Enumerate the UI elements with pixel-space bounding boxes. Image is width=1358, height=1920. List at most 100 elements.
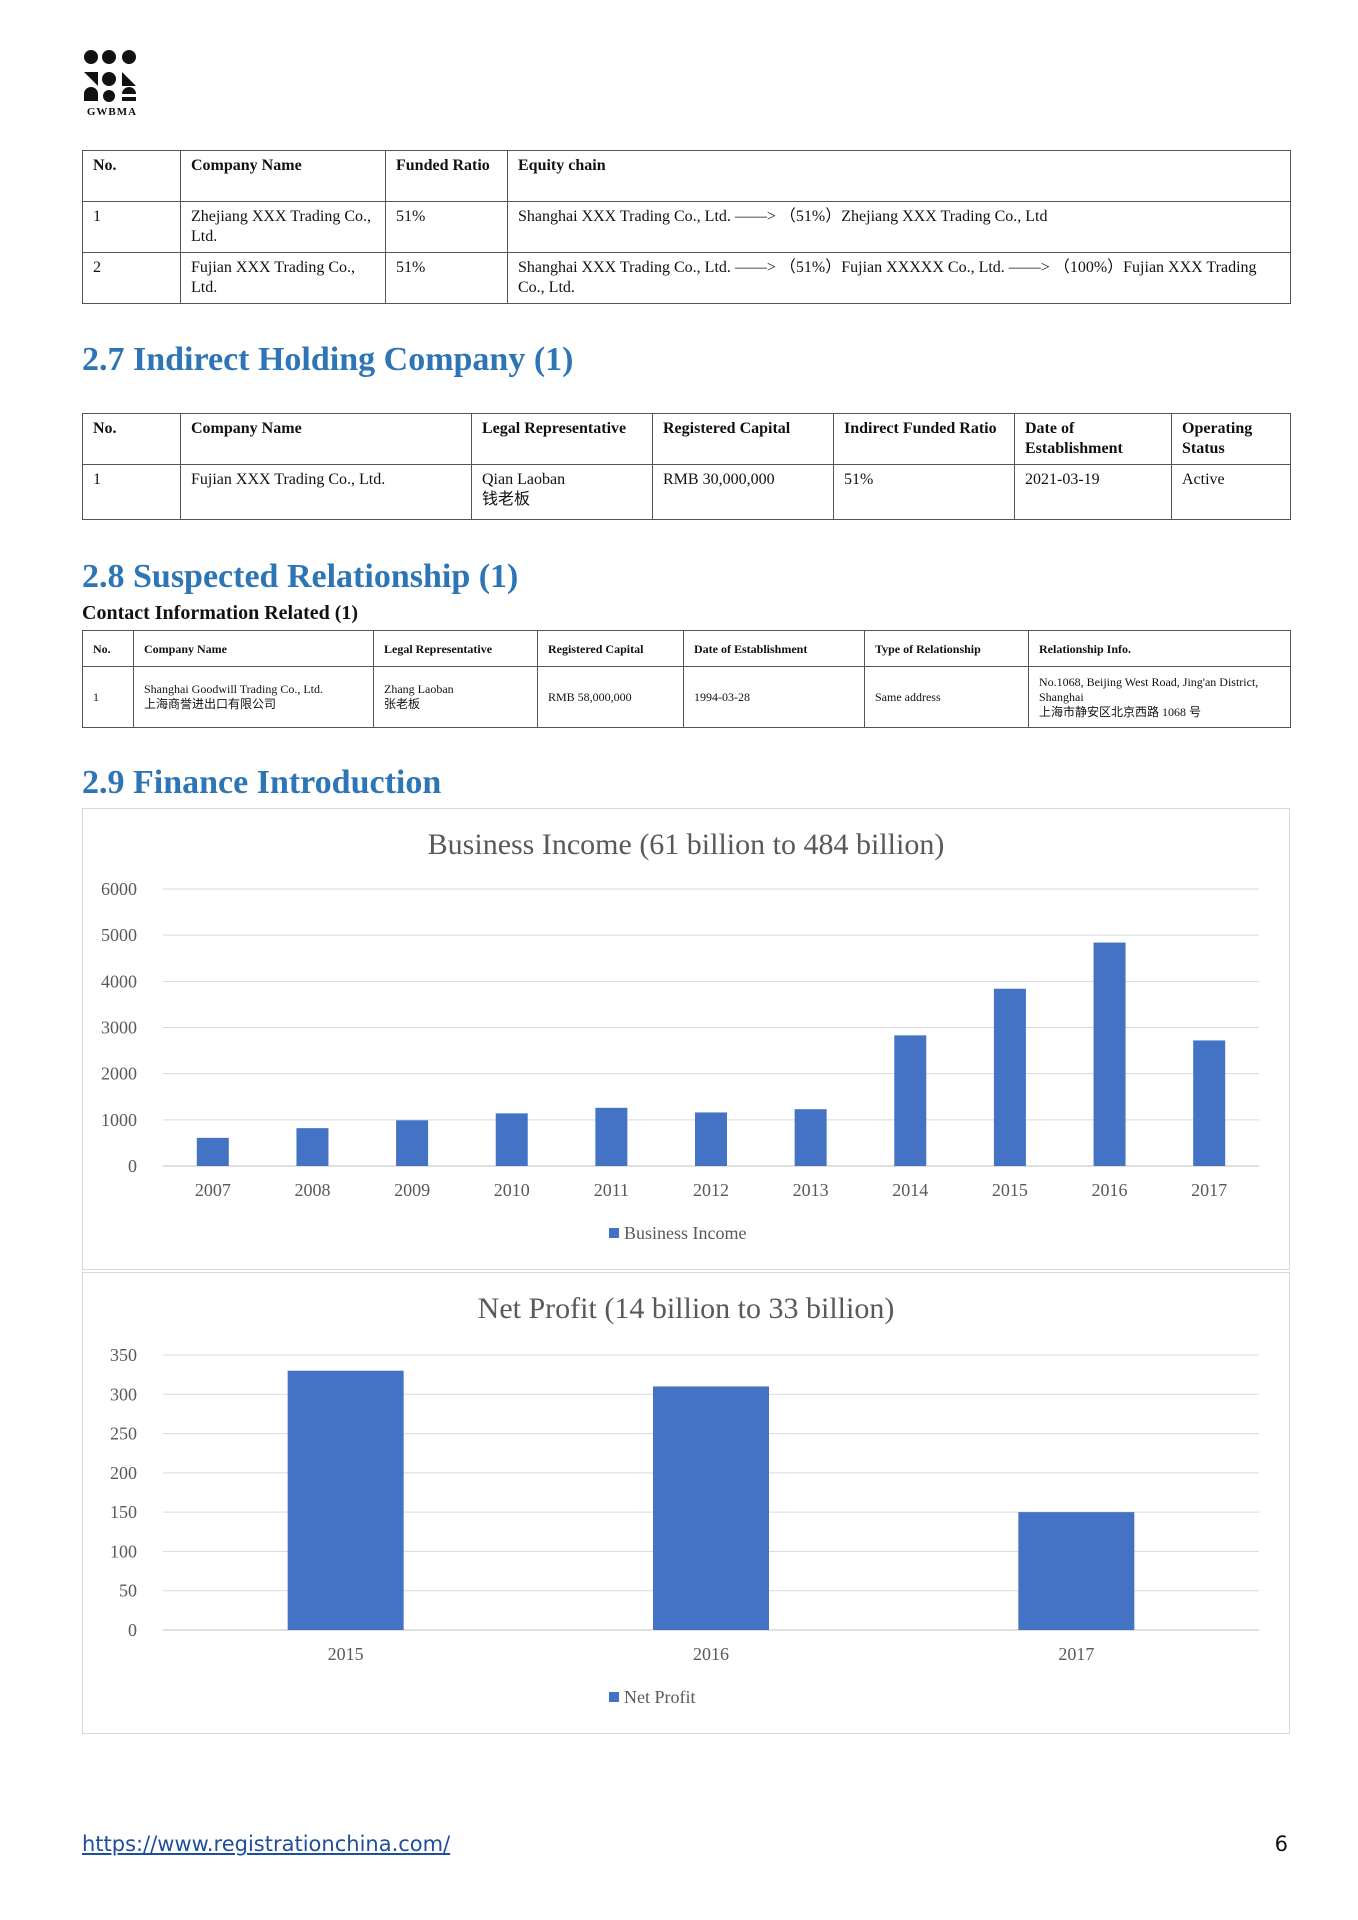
bar (1093, 942, 1126, 1166)
header-funded-ratio: Funded Ratio (385, 150, 508, 202)
logo-mark-icon (84, 50, 136, 102)
business-income-chart: Business Income (61 billion to 484 billi… (82, 808, 1290, 1270)
x-tick-label: 2009 (394, 1180, 430, 1200)
section-title-indirect-holding: 2.7 Indirect Holding Company (1) (82, 341, 574, 378)
chart-title: Business Income (61 billion to 484 billi… (428, 828, 945, 861)
legal-rep-cn: 钱老板 (482, 491, 531, 508)
header-operating-status: Operating Status (1171, 413, 1291, 465)
y-tick-label: 1000 (101, 1110, 137, 1130)
header-date-of-establishment: Date of Establishment (1014, 413, 1172, 465)
cell-date-of-establishment: 2021-03-19 (1014, 464, 1172, 520)
x-tick-label: 2016 (1092, 1180, 1128, 1200)
header-legal-representative: Legal Representative (373, 630, 538, 667)
cell-company-name: Shanghai Goodwill Trading Co., Ltd. 上海商誉… (133, 666, 374, 728)
legal-rep-en: Qian Laoban (482, 471, 566, 488)
header-company-name: Company Name (133, 630, 374, 667)
logo-text: GWBMA (86, 106, 138, 118)
x-tick-label: 2011 (594, 1180, 629, 1200)
header-no: No. (82, 413, 181, 465)
y-tick-label: 200 (110, 1463, 137, 1483)
bar (993, 988, 1026, 1166)
y-tick-label: 3000 (101, 1018, 137, 1038)
relationship-info-cn: 上海市静安区北京西路 1068 号 (1039, 704, 1202, 719)
y-tick-label: 150 (110, 1502, 137, 1522)
table-row: 2 Fujian XXX Trading Co., Ltd. 51% Shang… (82, 252, 1291, 304)
cell-company-name: Fujian XXX Trading Co., Ltd. (180, 252, 386, 304)
cell-equity-chain: Shanghai XXX Trading Co., Ltd. ——> （51%）… (507, 201, 1291, 253)
x-tick-label: 2014 (892, 1180, 928, 1200)
x-tick-label: 2013 (793, 1180, 829, 1200)
section-title-finance-introduction: 2.9 Finance Introduction (82, 764, 442, 801)
section-title-suspected-relationship: 2.8 Suspected Relationship (1) (82, 558, 519, 595)
bar (1193, 1040, 1226, 1166)
y-tick-label: 250 (110, 1424, 137, 1444)
bar (396, 1120, 429, 1166)
header-no: No. (82, 630, 134, 667)
company-name-cn: 上海商誉进出口有限公司 (144, 697, 277, 711)
header-indirect-funded-ratio: Indirect Funded Ratio (833, 413, 1015, 465)
y-tick-label: 6000 (101, 879, 137, 899)
legend-swatch (609, 1228, 619, 1238)
x-tick-label: 2007 (195, 1180, 231, 1200)
y-tick-label: 5000 (101, 925, 137, 945)
cell-legal-representative: Zhang Laoban 张老板 (373, 666, 538, 728)
y-tick-label: 0 (128, 1620, 137, 1640)
x-tick-label: 2012 (693, 1180, 729, 1200)
cell-operating-status: Active (1171, 464, 1291, 520)
bar (287, 1370, 404, 1630)
header-legal-representative: Legal Representative (471, 413, 653, 465)
x-tick-label: 2010 (494, 1180, 530, 1200)
cell-company-name: Zhejiang XXX Trading Co., Ltd. (180, 201, 386, 253)
bar (894, 1035, 927, 1166)
x-tick-label: 2017 (1191, 1180, 1227, 1200)
x-tick-label: 2008 (294, 1180, 330, 1200)
header-no: No. (82, 150, 181, 202)
y-tick-label: 2000 (101, 1064, 137, 1084)
business-income-chart-svg: Business Income (61 billion to 484 billi… (101, 828, 1259, 1243)
header-type-of-relationship: Type of Relationship (864, 630, 1029, 667)
cell-equity-chain: Shanghai XXX Trading Co., Ltd. ——> （51%）… (507, 252, 1291, 304)
company-name-en: Shanghai Goodwill Trading Co., Ltd. (144, 682, 324, 696)
indirect-holding-table: No. Company Name Legal Representative Re… (82, 413, 1291, 520)
y-tick-label: 50 (119, 1581, 137, 1601)
bar (495, 1113, 528, 1166)
legend-label: Net Profit (624, 1687, 696, 1707)
x-tick-label: 2017 (1058, 1644, 1094, 1664)
footer-website-link[interactable]: https://www.registrationchina.com/ (82, 1832, 451, 1856)
cell-registered-capital: RMB 58,000,000 (537, 666, 684, 728)
cell-date-of-establishment: 1994-03-28 (683, 666, 865, 728)
table-row: 1 Shanghai Goodwill Trading Co., Ltd. 上海… (82, 666, 1291, 728)
cell-no: 1 (82, 201, 181, 253)
y-tick-label: 4000 (101, 971, 137, 991)
equity-chain-table: No. Company Name Funded Ratio Equity cha… (82, 150, 1291, 304)
cell-no: 1 (82, 464, 181, 520)
legend-label: Business Income (624, 1223, 746, 1243)
net-profit-chart-svg: Net Profit (14 billion to 33 billion) 0 50… (110, 1292, 1259, 1707)
cell-indirect-funded-ratio: 51% (833, 464, 1015, 520)
y-tick-label: 100 (110, 1541, 137, 1561)
bar (196, 1137, 229, 1166)
page-number: 6 (1274, 1832, 1288, 1856)
bar (1018, 1512, 1135, 1630)
header-equity-chain: Equity chain (507, 150, 1291, 202)
x-tick-label: 2015 (328, 1644, 364, 1664)
cell-funded-ratio: 51% (385, 252, 508, 304)
cell-funded-ratio: 51% (385, 201, 508, 253)
bar (794, 1109, 827, 1166)
table-row: 1 Fujian XXX Trading Co., Ltd. Qian Laob… (82, 464, 1291, 520)
header-company-name: Company Name (180, 413, 472, 465)
legend-swatch (609, 1692, 619, 1702)
header-registered-capital: Registered Capital (537, 630, 684, 667)
cell-legal-representative: Qian Laoban 钱老板 (471, 464, 653, 520)
y-tick-label: 0 (128, 1156, 137, 1176)
company-logo: GWBMA (82, 48, 142, 118)
suspected-relationship-table: No. Company Name Legal Representative Re… (82, 630, 1291, 728)
bar (296, 1128, 329, 1166)
table-row: 1 Zhejiang XXX Trading Co., Ltd. 51% Sha… (82, 201, 1291, 253)
bar (595, 1107, 628, 1166)
legal-rep-cn: 张老板 (384, 697, 421, 711)
cell-no: 2 (82, 252, 181, 304)
cell-relationship-info: No.1068, Beijing West Road, Jing'an Dist… (1028, 666, 1291, 728)
table-header-row: No. Company Name Legal Representative Re… (82, 630, 1291, 667)
